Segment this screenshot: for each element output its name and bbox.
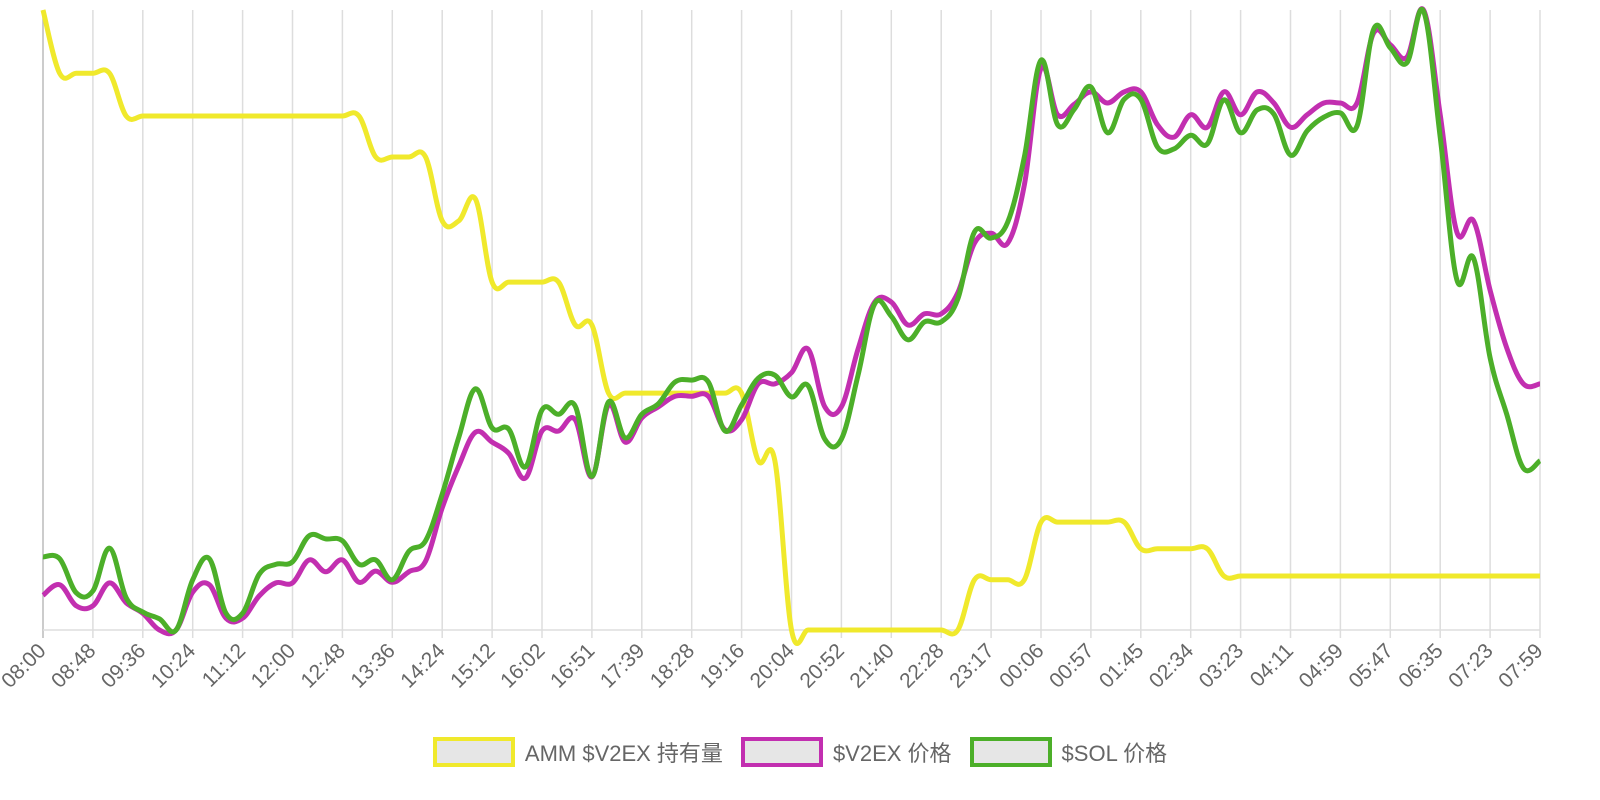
x-tick-label: 01:45 <box>1095 639 1148 692</box>
x-tick-label: 18:28 <box>646 639 699 692</box>
x-tick-label: 07:23 <box>1444 639 1497 692</box>
x-tick-label: 08:00 <box>0 639 51 692</box>
x-tick-label: 19:16 <box>696 639 749 692</box>
legend-item[interactable]: $V2EX 价格 <box>740 736 952 768</box>
x-tick-label: 09:36 <box>97 639 150 692</box>
x-tick-label: 12:48 <box>297 639 350 692</box>
x-tick-label: 04:59 <box>1295 639 1348 692</box>
x-tick-label: 10:24 <box>147 639 201 693</box>
x-tick-label: 23:17 <box>945 639 998 692</box>
x-tick-label: 15:12 <box>446 639 499 692</box>
legend-swatch <box>740 737 823 767</box>
x-tick-label: 02:34 <box>1145 639 1199 693</box>
chart: 08:0008:4809:3610:2411:1212:0012:4813:36… <box>0 6 1548 693</box>
legend-swatch <box>969 737 1052 767</box>
x-tick-label: 22:28 <box>895 639 948 692</box>
x-tick-label: 21:40 <box>845 639 898 692</box>
legend-item[interactable]: $SOL 价格 <box>969 736 1168 768</box>
x-tick-label: 04:11 <box>1246 639 1298 691</box>
x-tick-label: 00:06 <box>995 639 1048 692</box>
line-series <box>42 6 1542 635</box>
x-tick-label: 06:35 <box>1394 639 1447 692</box>
x-tick-label: 05:47 <box>1344 639 1397 692</box>
x-tick-label: 07:59 <box>1494 639 1547 692</box>
x-tick-label: 20:04 <box>746 639 800 693</box>
legend-label: AMM $V2EX 持有量 <box>524 741 723 766</box>
line-series <box>41 6 1541 637</box>
x-tick-label: 20:52 <box>796 639 849 692</box>
x-tick-label: 14:24 <box>396 639 450 693</box>
x-tick-label: 16:51 <box>546 639 599 692</box>
x-tick-label: 03:23 <box>1195 639 1248 692</box>
legend-label: $V2EX 价格 <box>832 741 952 766</box>
x-tick-label: 13:36 <box>346 639 399 692</box>
line-series <box>40 9 1540 647</box>
x-tick-label: 00:57 <box>1045 639 1098 692</box>
x-tick-label: 16:02 <box>496 639 549 692</box>
legend-swatch <box>432 737 515 767</box>
legend-item[interactable]: AMM $V2EX 持有量 <box>432 736 723 768</box>
x-tick-label: 08:48 <box>47 639 100 692</box>
x-tick-label: 12:00 <box>247 639 300 692</box>
legend: AMM $V2EX 持有量 $V2EX 价格 $SOL 价格 <box>0 736 1600 768</box>
legend-label: $SOL 价格 <box>1061 741 1168 766</box>
x-tick-label: 11:12 <box>198 639 250 691</box>
x-tick-label: 17:39 <box>596 639 649 692</box>
